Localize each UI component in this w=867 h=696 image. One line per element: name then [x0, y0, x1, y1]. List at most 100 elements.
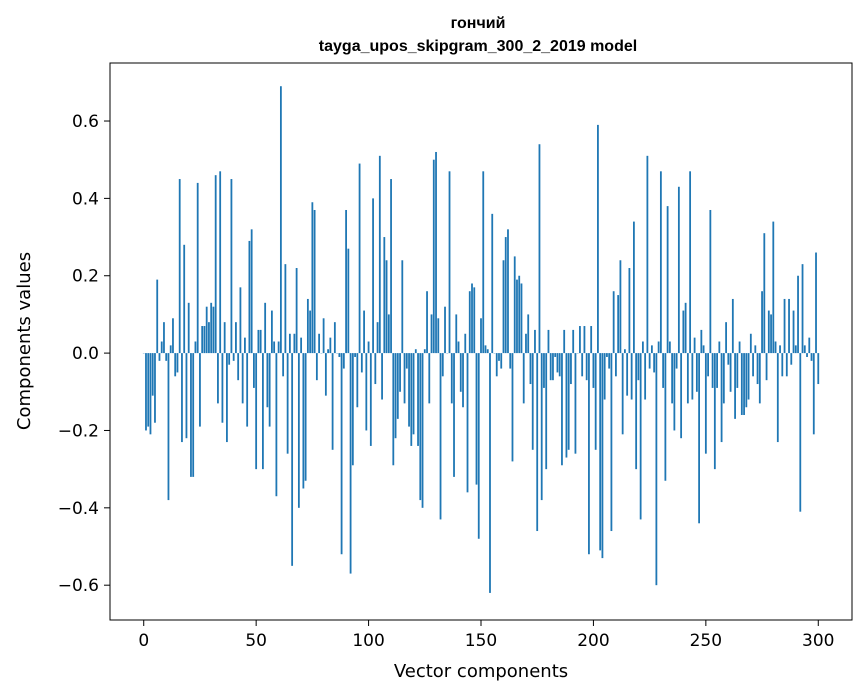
bar	[610, 353, 613, 532]
bar	[684, 302, 687, 354]
bar	[154, 353, 156, 423]
x-tick-label: 300	[802, 631, 834, 651]
bar	[513, 256, 516, 354]
bar	[664, 353, 667, 481]
bar	[253, 353, 255, 388]
bar	[788, 298, 790, 354]
y-tick-label: −0.4	[58, 499, 99, 519]
bar	[435, 151, 437, 354]
bar	[785, 353, 788, 377]
bar	[763, 233, 766, 354]
bar	[387, 314, 390, 354]
bar	[219, 171, 222, 354]
x-axis-label: Vector components	[394, 661, 568, 682]
bar	[491, 213, 494, 354]
bar	[381, 353, 383, 400]
bar	[783, 298, 786, 354]
bar	[257, 329, 260, 354]
bar	[230, 179, 233, 354]
bar	[450, 353, 453, 404]
bar	[740, 353, 743, 415]
bar	[522, 353, 525, 404]
bar	[338, 353, 341, 357]
bar	[743, 353, 745, 415]
chart-subtitle: tayga_upos_skipgram_300_2_2019 model	[319, 38, 637, 55]
bar	[772, 221, 775, 354]
bar	[349, 353, 352, 574]
bar	[187, 302, 190, 354]
bar	[747, 353, 750, 400]
bar	[781, 353, 784, 377]
bar	[572, 329, 575, 354]
bar	[372, 198, 374, 354]
bar	[459, 353, 462, 392]
bar	[504, 237, 507, 354]
bar	[639, 353, 642, 520]
bar	[358, 163, 361, 354]
y-tick-label: −0.6	[58, 576, 99, 596]
bar	[241, 353, 244, 404]
bar	[657, 341, 660, 354]
bar	[432, 159, 435, 354]
bar	[646, 155, 649, 354]
bar	[790, 353, 793, 365]
bar	[466, 353, 469, 493]
bar	[628, 268, 631, 354]
bar	[167, 353, 170, 501]
x-tick-label: 200	[577, 631, 609, 651]
bar	[356, 353, 359, 408]
bar	[527, 314, 530, 354]
bar	[797, 275, 799, 354]
bar	[444, 306, 446, 354]
bar	[718, 341, 721, 354]
y-tick-label: 0.2	[72, 267, 99, 287]
bar	[369, 353, 372, 446]
bar	[502, 260, 505, 354]
bar	[556, 353, 559, 373]
bar	[693, 337, 696, 354]
bar	[259, 329, 262, 354]
bar	[686, 353, 689, 404]
bar	[644, 353, 647, 400]
bar	[720, 353, 723, 443]
bar	[293, 333, 296, 354]
bar	[509, 353, 512, 369]
bar	[291, 353, 294, 566]
bar	[774, 341, 777, 354]
bar	[689, 171, 692, 354]
bar	[345, 209, 347, 354]
bar	[160, 341, 163, 354]
bar	[237, 353, 240, 381]
bar	[668, 341, 671, 354]
bar	[484, 345, 487, 354]
bar	[419, 353, 422, 501]
bar	[286, 353, 289, 454]
bar	[810, 353, 813, 361]
bar	[666, 206, 669, 354]
bar	[439, 353, 442, 520]
bar	[794, 345, 797, 354]
bar	[428, 353, 431, 404]
bar	[637, 353, 640, 381]
bar	[543, 353, 545, 388]
bar	[383, 237, 386, 354]
bar	[554, 353, 557, 357]
bar	[713, 353, 716, 470]
bar	[662, 353, 665, 388]
bar	[403, 353, 406, 404]
bar	[558, 353, 561, 377]
bar	[731, 298, 734, 354]
bar	[770, 314, 772, 354]
bar	[273, 341, 276, 354]
bar	[633, 221, 635, 354]
bar	[192, 353, 195, 477]
bar	[235, 322, 237, 354]
bar	[262, 353, 264, 470]
bar	[583, 326, 586, 354]
bar	[585, 353, 588, 381]
bar	[749, 333, 752, 354]
bar	[455, 314, 458, 354]
bar	[365, 353, 368, 431]
bar	[597, 124, 599, 354]
bar	[264, 302, 267, 354]
